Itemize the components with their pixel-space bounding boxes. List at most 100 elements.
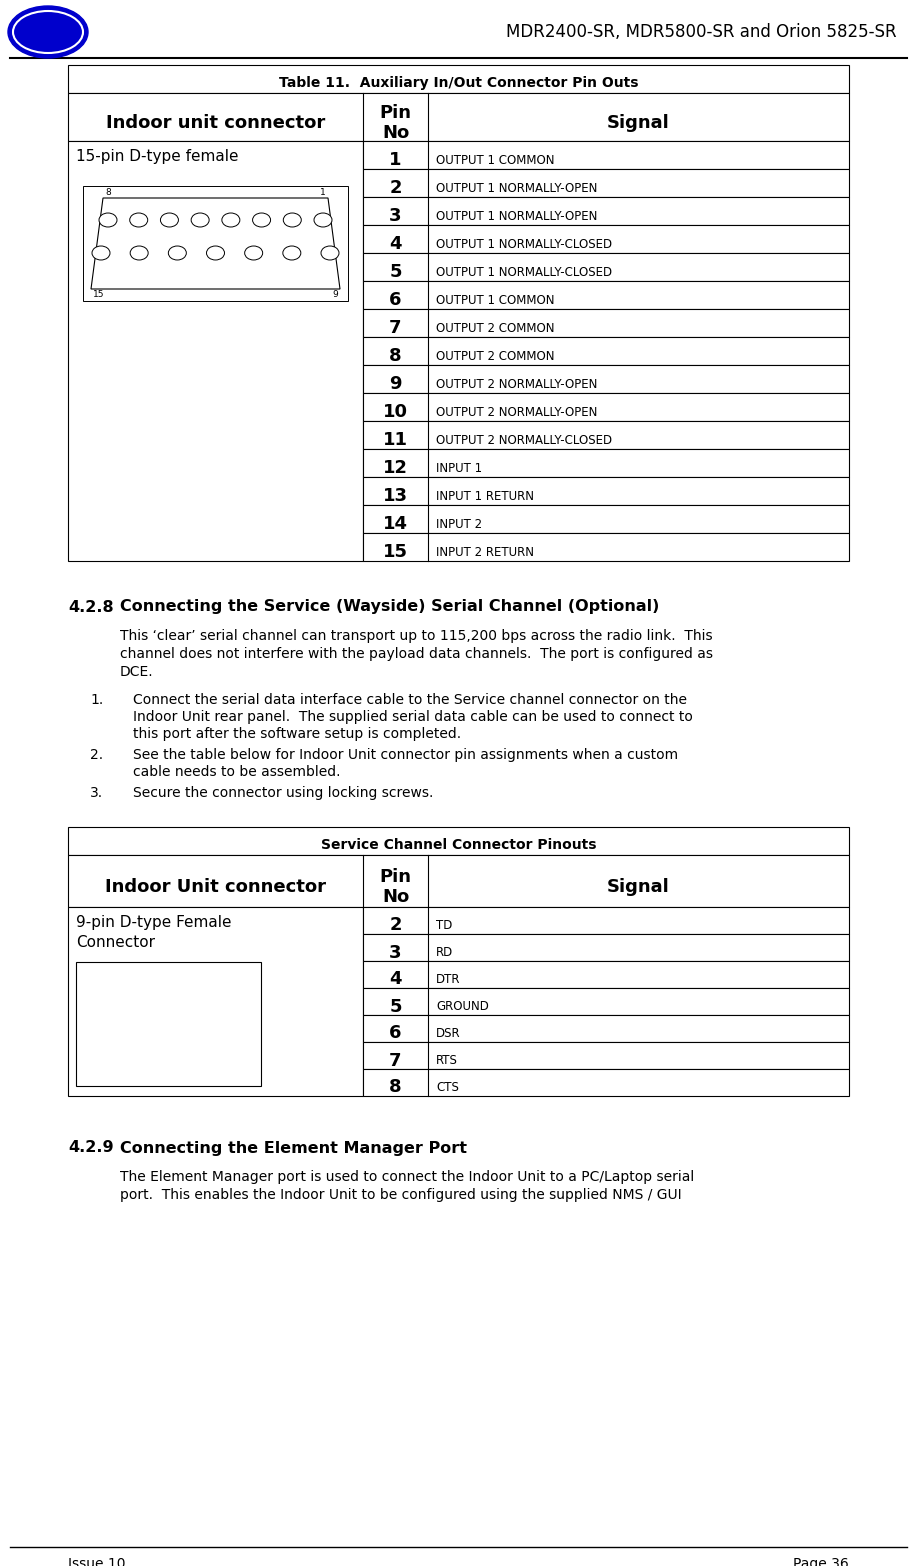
- Text: INPUT 1: INPUT 1: [436, 462, 482, 474]
- Bar: [363, 478, 849, 504]
- Ellipse shape: [314, 213, 332, 227]
- Ellipse shape: [252, 213, 271, 227]
- Text: DCE.: DCE.: [120, 666, 154, 680]
- Bar: [68, 855, 849, 907]
- Text: 15-pin D-type female: 15-pin D-type female: [76, 149, 238, 164]
- Text: RD: RD: [436, 946, 453, 958]
- Ellipse shape: [13, 11, 83, 53]
- Text: 1.: 1.: [90, 694, 104, 706]
- Text: Pin
No: Pin No: [380, 868, 412, 907]
- Bar: [83, 186, 348, 301]
- Text: 9: 9: [332, 290, 338, 299]
- Ellipse shape: [282, 246, 301, 260]
- Bar: [363, 197, 849, 226]
- Text: 1: 1: [389, 150, 402, 169]
- Text: Signal: Signal: [607, 879, 670, 896]
- Text: DTR: DTR: [436, 972, 460, 987]
- Bar: [363, 280, 849, 309]
- Bar: [363, 962, 849, 988]
- Text: OUTPUT 2 COMMON: OUTPUT 2 COMMON: [436, 321, 555, 335]
- Text: 4: 4: [389, 971, 402, 988]
- Ellipse shape: [130, 246, 149, 260]
- Text: 3: 3: [389, 207, 402, 226]
- Text: 7: 7: [389, 1051, 402, 1070]
- Text: 2.: 2.: [90, 749, 103, 763]
- Ellipse shape: [169, 246, 186, 260]
- Text: 10: 10: [383, 402, 408, 421]
- Text: channel does not interfere with the payload data channels.  The port is configur: channel does not interfere with the payl…: [120, 647, 713, 661]
- Bar: [363, 1015, 849, 1041]
- Bar: [363, 907, 849, 933]
- Text: PLESSEY: PLESSEY: [23, 22, 73, 31]
- Text: 4.2.9: 4.2.9: [68, 1140, 114, 1156]
- Bar: [76, 962, 261, 1085]
- Text: Pin
No: Pin No: [380, 103, 412, 143]
- Text: Page 36: Page 36: [793, 1557, 849, 1566]
- Bar: [68, 92, 849, 141]
- Text: MDR2400-SR, MDR5800-SR and Orion 5825-SR: MDR2400-SR, MDR5800-SR and Orion 5825-SR: [506, 23, 897, 41]
- Text: 12: 12: [383, 459, 408, 478]
- Ellipse shape: [191, 213, 209, 227]
- Text: 8: 8: [389, 348, 402, 365]
- Text: OUTPUT 2 NORMALLY-CLOSED: OUTPUT 2 NORMALLY-CLOSED: [436, 434, 613, 446]
- Text: See the table below for Indoor Unit connector pin assignments when a custom: See the table below for Indoor Unit conn…: [133, 749, 679, 763]
- Bar: [68, 66, 849, 92]
- Ellipse shape: [206, 246, 225, 260]
- Ellipse shape: [245, 246, 262, 260]
- Text: 2: 2: [389, 916, 402, 935]
- Text: 2: 2: [389, 179, 402, 197]
- Text: INPUT 2 RETURN: INPUT 2 RETURN: [436, 545, 534, 559]
- Text: 15: 15: [93, 290, 105, 299]
- Ellipse shape: [8, 6, 88, 58]
- Text: Secure the connector using locking screws.: Secure the connector using locking screw…: [133, 786, 434, 800]
- Text: 3: 3: [389, 943, 402, 962]
- Text: 9: 9: [389, 374, 402, 393]
- Bar: [363, 532, 849, 561]
- Ellipse shape: [92, 246, 110, 260]
- Bar: [363, 1070, 849, 1096]
- Ellipse shape: [283, 213, 302, 227]
- Text: 5: 5: [389, 263, 402, 280]
- Text: this port after the software setup is completed.: this port after the software setup is co…: [133, 727, 461, 741]
- Text: 8: 8: [389, 1079, 402, 1096]
- Text: CTS: CTS: [436, 1081, 458, 1095]
- Text: OUTPUT 2 COMMON: OUTPUT 2 COMMON: [436, 349, 555, 362]
- Bar: [363, 337, 849, 365]
- Text: port.  This enables the Indoor Unit to be configured using the supplied NMS / GU: port. This enables the Indoor Unit to be…: [120, 1189, 681, 1203]
- Text: cable needs to be assembled.: cable needs to be assembled.: [133, 766, 340, 778]
- Text: Connecting the Element Manager Port: Connecting the Element Manager Port: [120, 1140, 467, 1156]
- Polygon shape: [91, 197, 340, 290]
- Text: Service Channel Connector Pinouts: Service Channel Connector Pinouts: [321, 838, 596, 852]
- Bar: [363, 988, 849, 1015]
- Bar: [363, 254, 849, 280]
- Bar: [363, 449, 849, 478]
- Ellipse shape: [129, 213, 148, 227]
- Ellipse shape: [321, 246, 339, 260]
- Text: Indoor Unit connector: Indoor Unit connector: [105, 879, 326, 896]
- Bar: [68, 141, 363, 561]
- Text: Table 11.  Auxiliary In/Out Connector Pin Outs: Table 11. Auxiliary In/Out Connector Pin…: [279, 77, 638, 89]
- Ellipse shape: [160, 213, 179, 227]
- Text: The Element Manager port is used to connect the Indoor Unit to a PC/Laptop seria: The Element Manager port is used to conn…: [120, 1170, 694, 1184]
- Text: 4.2.8: 4.2.8: [68, 600, 114, 614]
- Text: GROUND: GROUND: [436, 1001, 489, 1013]
- Text: DSR: DSR: [436, 1027, 460, 1040]
- Text: Connect the serial data interface cable to the Service channel connector on the: Connect the serial data interface cable …: [133, 694, 687, 706]
- Text: Connecting the Service (Wayside) Serial Channel (Optional): Connecting the Service (Wayside) Serial …: [120, 600, 659, 614]
- Bar: [363, 504, 849, 532]
- Bar: [363, 226, 849, 254]
- Ellipse shape: [99, 213, 117, 227]
- Text: OUTPUT 1 NORMALLY-OPEN: OUTPUT 1 NORMALLY-OPEN: [436, 182, 597, 194]
- Bar: [363, 309, 849, 337]
- Text: Signal: Signal: [607, 114, 670, 132]
- Bar: [363, 365, 849, 393]
- Bar: [363, 421, 849, 449]
- Text: 6: 6: [389, 291, 402, 309]
- Text: OUTPUT 1 NORMALLY-CLOSED: OUTPUT 1 NORMALLY-CLOSED: [436, 238, 613, 251]
- Text: Issue 10: Issue 10: [68, 1557, 126, 1566]
- Text: OUTPUT 2 NORMALLY-OPEN: OUTPUT 2 NORMALLY-OPEN: [436, 377, 597, 390]
- Bar: [363, 933, 849, 962]
- Text: 7: 7: [389, 319, 402, 337]
- Text: Indoor unit connector: Indoor unit connector: [105, 114, 326, 132]
- Text: TD: TD: [436, 919, 452, 932]
